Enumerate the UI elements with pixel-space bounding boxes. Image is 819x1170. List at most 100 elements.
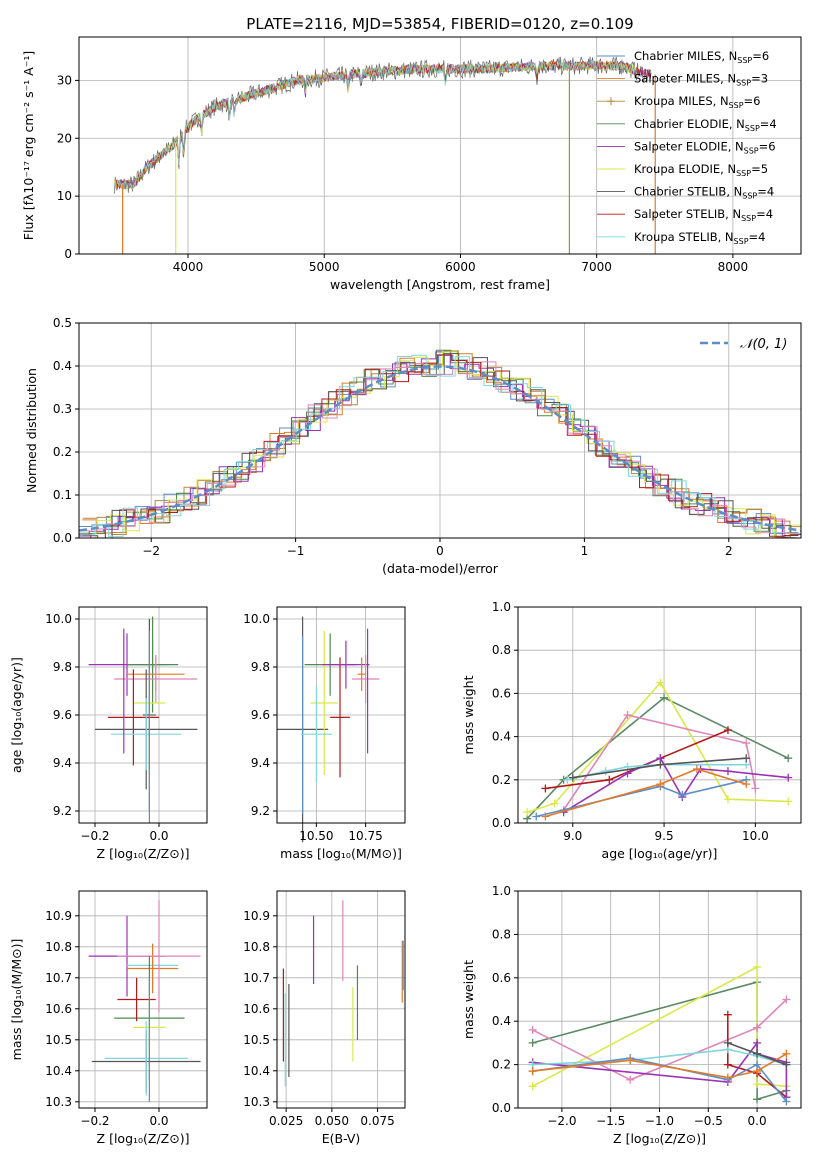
series-kroupa-elodie xyxy=(523,678,793,817)
spectrum-salpeter-elodie xyxy=(116,60,652,189)
series-marker xyxy=(532,812,541,821)
y-tick-label: 0.0 xyxy=(53,531,72,545)
y-tick-label: 0.1 xyxy=(53,488,72,502)
y-tick-label: 9.4 xyxy=(251,756,270,770)
y-tick-label: 1.0 xyxy=(492,884,511,898)
x-axis-label: Z [log₁₀(Z/Z⊙)] xyxy=(613,1131,706,1146)
x-tick-label: −2.0 xyxy=(547,1114,576,1128)
y-tick-label: 9.8 xyxy=(251,660,270,674)
series-marker xyxy=(753,1038,762,1047)
y-tick-label: 9.2 xyxy=(251,804,270,818)
x-tick-label: 0.0 xyxy=(748,1114,767,1128)
plot-frame xyxy=(78,36,802,255)
mass_vs_ebv-points xyxy=(282,900,404,1087)
series-marker xyxy=(753,1080,762,1089)
x-axis-label: E(B-V) xyxy=(322,1131,361,1146)
legend-label: Kroupa ELODIE, NSSP=5 xyxy=(634,162,768,178)
weight_vs_Z-frame: −2.0 −1.5 −1.0 −0.5 0.0 0.0 0.2 0.4 0.6 0.8 1.0 Z [… xyxy=(461,884,802,1146)
age_vs_mass-points xyxy=(277,616,380,843)
mass_vs_ebv-grid xyxy=(277,891,405,1108)
series-marker xyxy=(742,754,751,763)
x-axis-label: age [log₁₀(age/yr)] xyxy=(602,846,718,861)
mass_vs_Z-grid xyxy=(79,891,207,1108)
plot-frame xyxy=(276,890,406,1109)
y-axis-label: mass weight xyxy=(461,675,476,754)
x-tick-label: 2 xyxy=(725,544,733,558)
legend-label: Chabrier STELIB, NSSP=4 xyxy=(634,185,774,201)
x-tick-label: 9.5 xyxy=(655,829,674,843)
errorbar-point xyxy=(117,900,201,1012)
legend-label: Salpeter MILES, NSSP=3 xyxy=(634,72,768,88)
y-tick-label: 0.2 xyxy=(53,445,72,459)
series-marker xyxy=(723,1038,732,1047)
y-axis-label: mass [log₁₀(M/M⊙)] xyxy=(9,939,24,1061)
series-marker xyxy=(751,784,760,793)
series-marker xyxy=(605,775,614,784)
y-tick-label: 1.0 xyxy=(492,600,511,614)
series-marker xyxy=(626,1056,635,1065)
y-tick-label: 9.6 xyxy=(53,708,72,722)
age_vs_mass-grid xyxy=(277,607,405,823)
series-marker xyxy=(550,799,559,808)
y-tick-label: 30 xyxy=(57,73,72,87)
y-axis-label: mass weight xyxy=(461,960,476,1039)
series-marker xyxy=(528,1038,537,1047)
y-tick-label: 0.0 xyxy=(492,816,511,830)
spectrum-legend: Chabrier MILES, NSSP=6 Salpeter MILES, NS… xyxy=(597,49,777,246)
x-tick-label: 10.0 xyxy=(742,829,769,843)
y-tick-label: 10.3 xyxy=(45,1095,72,1109)
series-pink xyxy=(559,711,760,815)
y-tick-label: 10.0 xyxy=(243,612,270,626)
series-chabrier-stelib xyxy=(723,1038,791,1069)
errorbar-point xyxy=(357,657,366,691)
x-tick-label: 8000 xyxy=(718,260,749,274)
plot-frame xyxy=(78,890,208,1109)
histogram-salpeter-stelib xyxy=(79,354,799,539)
errorbar-point xyxy=(111,698,182,771)
weight_vs_age-grid xyxy=(518,606,801,824)
y-tick-label: 0.6 xyxy=(492,971,511,985)
series-marker xyxy=(753,1023,762,1032)
y-axis-label: Normed distribution xyxy=(24,368,39,493)
y-tick-label: 0.5 xyxy=(53,316,72,330)
series-marker xyxy=(660,693,669,702)
age_vs_Z-points xyxy=(88,616,198,823)
mass_vs_Z-points xyxy=(88,900,201,1102)
spectrum-kroupa-elodie xyxy=(114,59,638,190)
y-tick-label: 0.4 xyxy=(492,1014,511,1028)
series-marker xyxy=(723,726,732,735)
x-axis-label: (data-model)/error xyxy=(382,561,499,576)
x-tick-label: 1 xyxy=(581,544,589,558)
spectrum-chabrier-stelib xyxy=(114,56,651,194)
spectrum-frame: 4000 5000 6000 7000 8000 0 10 20 30 wavelength [A… xyxy=(21,36,802,292)
legend-label: Kroupa MILES, NSSP=6 xyxy=(634,94,760,110)
x-axis-label: Z [log₁₀(Z/Z⊙)] xyxy=(97,1131,190,1146)
series-marker xyxy=(782,1049,791,1058)
errorbar-point xyxy=(300,686,333,783)
x-tick-label: 10.75 xyxy=(348,829,382,843)
y-tick-label: 0.4 xyxy=(53,359,72,373)
series-line xyxy=(545,768,747,818)
x-tick-label: 5000 xyxy=(309,260,340,274)
legend-label: Chabrier ELODIE, NSSP=4 xyxy=(634,117,777,133)
errorbar-point xyxy=(127,943,179,994)
x-tick-label: −2 xyxy=(142,544,160,558)
y-tick-label: 10.4 xyxy=(243,1064,270,1078)
series-marker xyxy=(784,754,793,763)
errorbar-point xyxy=(330,657,350,778)
x-tick-label: −1.0 xyxy=(645,1114,674,1128)
weight_vs_Z-series xyxy=(528,962,791,1106)
y-tick-label: 10.7 xyxy=(45,971,72,985)
series-marker xyxy=(723,795,732,804)
series-salpeter-miles xyxy=(528,1049,791,1082)
spectrum-kroupa-stelib xyxy=(116,60,638,190)
series-marker xyxy=(656,760,665,769)
series-marker xyxy=(541,784,550,793)
series-line xyxy=(572,757,747,779)
weight_vs_age-frame: 9.0 9.5 10.0 0.0 0.2 0.4 0.6 0.8 1.0 age [log₁₀(a… xyxy=(461,600,802,861)
residual-histograms xyxy=(78,349,802,539)
series-marker xyxy=(782,995,791,1004)
errorbar-point xyxy=(351,655,380,703)
x-tick-label: 0 xyxy=(436,544,444,558)
y-tick-label: 9.6 xyxy=(251,708,270,722)
